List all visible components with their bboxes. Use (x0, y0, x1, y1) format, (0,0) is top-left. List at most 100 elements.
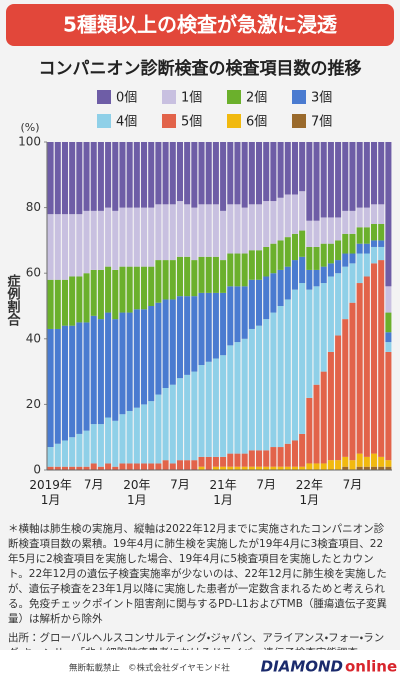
bar-segment (306, 463, 313, 470)
bar-segment (205, 361, 212, 457)
bar-segment (141, 207, 148, 267)
bar-segment (155, 260, 162, 303)
bar-segment (378, 240, 385, 247)
bar-segment (256, 450, 263, 467)
bar-segment (248, 328, 255, 451)
bar-segment (198, 292, 205, 366)
legend-swatch (292, 90, 306, 104)
bar-segment (83, 142, 90, 211)
legend-label: 7個 (311, 115, 332, 130)
bar-segment (320, 371, 327, 464)
footer-bg (0, 650, 400, 684)
bar-segment (227, 345, 234, 454)
bar-segment (133, 407, 140, 464)
bar-segment (335, 335, 342, 461)
bar-segment (90, 424, 97, 464)
bar-segment (313, 463, 320, 470)
bar-segment (356, 243, 363, 254)
bar-segment (105, 266, 112, 313)
bar-segment (256, 204, 263, 251)
bar-segment (112, 269, 119, 320)
bar-segment (61, 325, 68, 441)
bar-segment (176, 296, 183, 379)
bar-segment (119, 142, 126, 208)
bar-segment (256, 250, 263, 280)
bar-segment (270, 142, 277, 202)
legend-swatch (162, 90, 176, 104)
y-tick-label: 40 (26, 331, 41, 345)
bar-segment (126, 463, 133, 470)
bar-segment (126, 266, 133, 313)
bar-segment (306, 289, 313, 398)
bar-segment (205, 204, 212, 257)
bar-segment (205, 256, 212, 293)
bar-segment (327, 243, 334, 264)
bar-segment (133, 309, 140, 408)
bar-segment (112, 420, 119, 467)
bar-segment (299, 256, 306, 284)
bar-segment (277, 142, 284, 198)
bar-segment (270, 447, 277, 467)
bar-segment (162, 204, 169, 261)
legend-swatch (162, 114, 176, 128)
bar-segment (54, 279, 61, 329)
bar-segment (234, 204, 241, 254)
bar-segment (291, 289, 298, 441)
legend-label: 2個 (246, 91, 267, 106)
bar-segment (342, 253, 349, 267)
bar-segment (356, 142, 363, 208)
bar-segment (112, 142, 119, 211)
x-tick-label: 7月 (170, 478, 190, 492)
bar-segment (184, 296, 191, 375)
x-tick-label: 7月 (343, 478, 363, 492)
bar-segment (212, 358, 219, 457)
bar-segment (90, 210, 97, 270)
bar-segment (97, 269, 104, 320)
bar-segment (90, 463, 97, 470)
bar-segment (83, 210, 90, 274)
bar-segment (291, 233, 298, 261)
bar-segment (371, 142, 378, 205)
bar-segment (227, 253, 234, 287)
bar-segment (119, 414, 126, 464)
bar-segment (241, 142, 248, 208)
bar-segment (90, 142, 97, 211)
bar-segment (313, 384, 320, 464)
bar-segment (327, 276, 334, 352)
bar-segment (363, 466, 370, 470)
bar-segment (356, 253, 363, 284)
bar-segment (148, 207, 155, 267)
bar-segment (126, 207, 133, 267)
bar-segment (220, 210, 227, 261)
bar-segment (234, 342, 241, 454)
bar-segment (234, 286, 241, 343)
bar-segment (284, 466, 291, 470)
bar-segment (349, 142, 356, 211)
bar-segment (212, 292, 219, 359)
bar-segment (105, 463, 112, 470)
bar-segment (320, 217, 327, 244)
legend-label: 1個 (181, 91, 202, 106)
bar-segment (378, 204, 385, 224)
bar-segment (169, 260, 176, 300)
bar-segment (112, 466, 119, 470)
bar-segment (356, 207, 363, 228)
bar-segment (212, 256, 219, 293)
bar-segment (162, 460, 169, 470)
bar-segment (363, 456, 370, 467)
bar-segment (327, 263, 334, 277)
bar-segment (385, 351, 392, 461)
bar-segment (220, 355, 227, 457)
bar-segment (191, 296, 198, 372)
bar-segment (69, 276, 76, 326)
bar-segment (61, 466, 68, 470)
bar-segment (248, 250, 255, 280)
bar-segment (155, 394, 162, 464)
bar-segment (335, 142, 342, 218)
bar-segment (342, 142, 349, 211)
bar-segment (184, 142, 191, 205)
bar-segment (76, 466, 83, 470)
bar-segment (342, 319, 349, 457)
bar-segment (284, 194, 291, 238)
bar-segment (97, 319, 104, 425)
